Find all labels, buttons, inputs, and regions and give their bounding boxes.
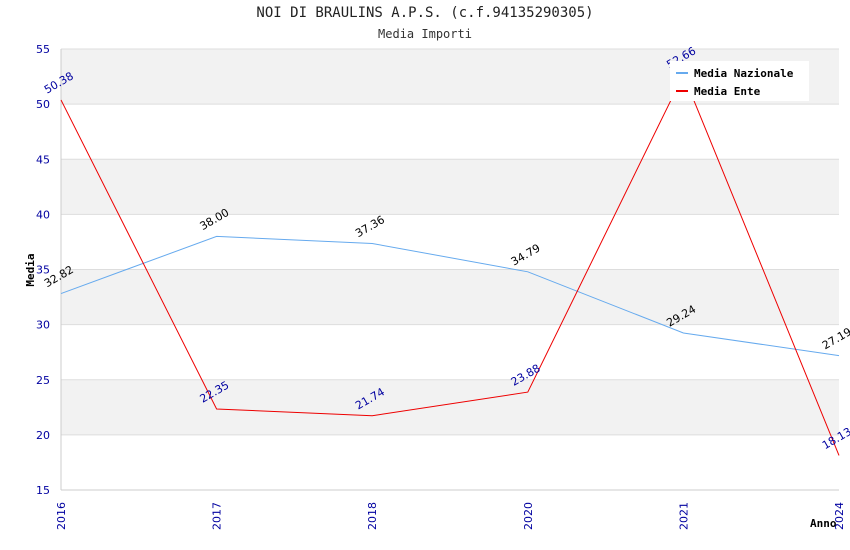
y-tick-label: 40 [36,208,50,221]
y-tick-labels: 15 20 25 30 35 40 45 50 55 [36,43,50,497]
grid-band [61,269,839,325]
grid-band [61,214,839,270]
y-tick-label: 30 [36,319,50,332]
legend: Media Nazionale Media Ente [670,61,809,101]
series-line-media-ente [60,73,840,456]
chart-subtitle: Media Importi [378,27,472,41]
series-lines [60,73,840,456]
x-tick-label: 2016 [55,502,68,530]
x-tick-label: 2020 [522,502,535,530]
x-tick-labels: 2016 2017 2018 2020 2021 2024 [55,502,846,530]
y-tick-label: 15 [36,484,50,497]
x-tick-label: 2024 [833,502,846,530]
x-tick-label: 2021 [677,502,690,530]
legend-label-media-ente: Media Ente [694,85,761,98]
grid-band [61,324,839,380]
y-tick-label: 25 [36,374,50,387]
series-line-media-nazionale [60,235,840,357]
y-tick-label: 45 [36,153,50,166]
y-tick-label: 35 [36,264,50,277]
x-axis-title: Anno [810,517,837,530]
grid-band [61,379,839,435]
legend-box [670,61,809,101]
chart-title: NOI DI BRAULINS A.P.S. (c.f.94135290305) [256,5,594,21]
grid-band [61,104,839,160]
legend-label-media-nazionale: Media Nazionale [694,67,794,80]
y-tick-label: 20 [36,429,50,442]
x-tick-label: 2018 [366,502,379,530]
x-tick-label: 2017 [211,502,224,530]
y-tick-label: 55 [36,43,50,56]
y-axis-title: Media [24,253,37,286]
grid-band [61,434,839,490]
y-tick-label: 50 [36,98,50,111]
grid-lines [61,48,839,491]
grid-band [61,159,839,215]
grid-bands [61,49,839,490]
